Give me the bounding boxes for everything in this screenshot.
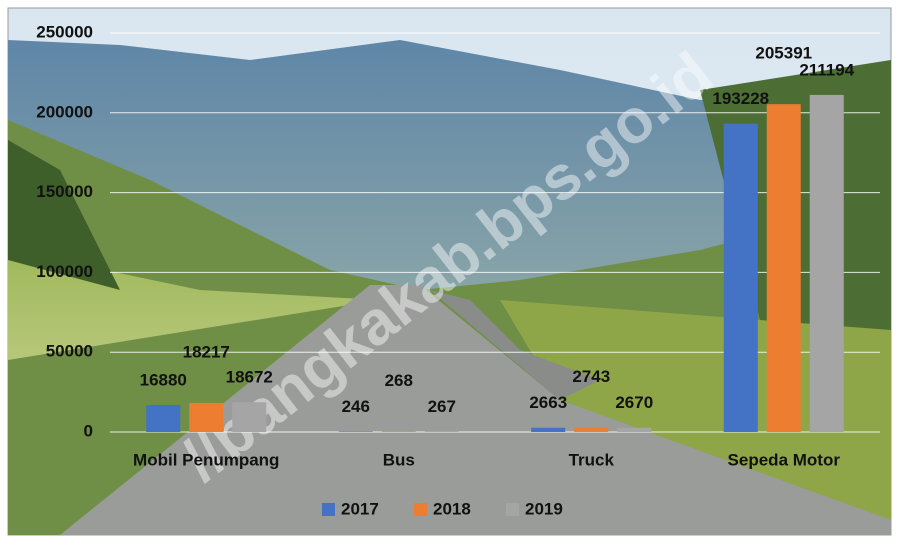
data-label: 246 (342, 397, 370, 416)
data-label: 2670 (615, 393, 653, 412)
data-label: 2663 (529, 393, 567, 412)
legend-swatch (506, 503, 519, 516)
legend-label: 2018 (433, 499, 471, 518)
legend-swatch (414, 503, 427, 516)
y-tick-label: 0 (84, 421, 93, 440)
bar (189, 403, 223, 432)
bar (810, 95, 844, 432)
data-label: 18217 (183, 342, 230, 361)
data-label: 211194 (799, 60, 854, 79)
data-label: 268 (385, 371, 413, 390)
legend-label: 2017 (341, 499, 379, 518)
legend-label: 2019 (525, 499, 563, 518)
y-tick-label: 50000 (46, 342, 93, 361)
bar (146, 405, 180, 432)
data-label: 16880 (140, 371, 187, 390)
bar (767, 104, 801, 432)
x-tick-label: Bus (383, 450, 415, 469)
bar (232, 402, 266, 432)
bar (724, 124, 758, 432)
bar (574, 428, 608, 432)
data-label: 193228 (712, 89, 769, 108)
bar (531, 428, 565, 432)
y-tick-label: 150000 (36, 182, 93, 201)
legend-swatch (322, 503, 335, 516)
x-tick-label: Truck (569, 450, 615, 469)
y-tick-label: 200000 (36, 102, 93, 121)
y-tick-label: 100000 (36, 262, 93, 281)
data-label: 2743 (572, 367, 610, 386)
y-tick-label: 250000 (36, 22, 93, 41)
x-tick-label: Sepeda Motor (728, 450, 841, 469)
x-tick-label: Mobil Penumpang (133, 450, 279, 469)
data-label: 267 (428, 397, 456, 416)
data-label: 18672 (226, 368, 273, 387)
bar (617, 428, 651, 432)
